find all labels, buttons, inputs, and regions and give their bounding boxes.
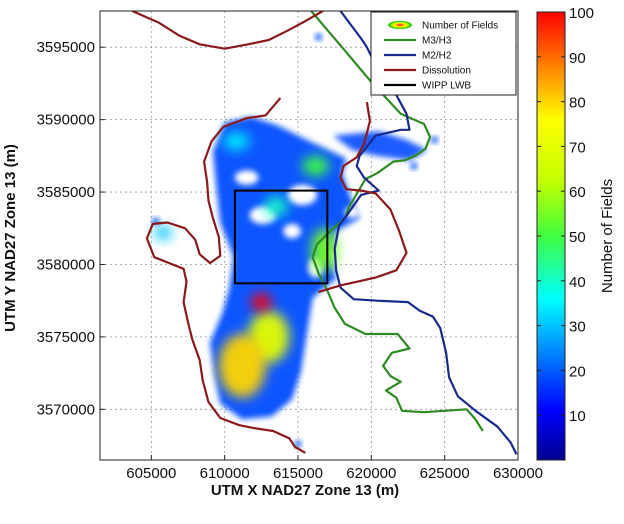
density-gap xyxy=(287,184,318,206)
colorbar-tick-label: 80 xyxy=(569,95,586,112)
line-m2-h2 xyxy=(333,11,518,455)
legend-swatch-number-of-fields xyxy=(388,21,412,29)
density-peak xyxy=(223,132,250,151)
density-peak xyxy=(218,333,266,398)
colorbar-tick-label: 30 xyxy=(569,319,586,336)
density-blob xyxy=(315,33,323,41)
colorbar-tick-label: 40 xyxy=(569,274,586,291)
density-blob xyxy=(430,136,438,144)
colorbar-tick-label: 20 xyxy=(569,363,586,380)
line-dissolution xyxy=(131,11,408,454)
wipp-lwb-box xyxy=(233,189,329,285)
legend-label: Dissolution xyxy=(422,66,471,77)
legend-label: WIPP LWB xyxy=(422,81,471,92)
density-peak xyxy=(154,225,172,240)
x-tick-label: 615000 xyxy=(273,465,323,482)
density-peak xyxy=(251,293,272,311)
plot-frame xyxy=(99,10,519,461)
y-tick-label: 3580000 xyxy=(37,256,95,273)
x-axis-ticks: 605000 610000 615000 620000 625000 630000 xyxy=(126,455,543,482)
density-eastern-lobe xyxy=(333,131,428,161)
x-tick-label: 605000 xyxy=(126,465,176,482)
density-peak xyxy=(311,228,338,272)
x-axis-label: UTM X NAD27 Zone 13 (m) xyxy=(211,482,399,499)
colorbar xyxy=(536,11,566,461)
y-tick-label: 3585000 xyxy=(37,184,95,201)
colorbar-tick-label: 70 xyxy=(569,139,586,156)
colorbar-tick-label: 100 xyxy=(569,5,594,22)
density-peak xyxy=(302,155,329,177)
x-tick-label: 625000 xyxy=(420,465,470,482)
legend-label: M2/H2 xyxy=(422,51,452,62)
colorbar-tick-label: 60 xyxy=(569,184,586,201)
colorbar-label: Number of Fields xyxy=(599,179,616,293)
colorbar-tick-label: 10 xyxy=(569,408,586,425)
colorbar-tick-label: 50 xyxy=(569,229,586,246)
y-axis-ticks: 3570000 3575000 3580000 3585000 3590000 35950… xyxy=(37,39,105,418)
colorbar-ticks: 10 20 30 40 50 60 70 80 90 100 xyxy=(537,5,594,425)
density-gap xyxy=(283,223,301,239)
density-field xyxy=(152,33,438,448)
y-tick-label: 3570000 xyxy=(37,401,95,418)
x-tick-label: 630000 xyxy=(493,465,543,482)
boundary-lines xyxy=(131,11,518,455)
legend: Number of Fields M3/H3 M2/H2 Dissolution WIP… xyxy=(370,11,517,96)
legend-label: M3/H3 xyxy=(422,36,452,47)
line-m3-h3 xyxy=(310,11,484,432)
x-tick-label: 610000 xyxy=(200,465,250,482)
density-blob xyxy=(294,440,302,448)
colorbar-tick-label: 90 xyxy=(569,50,586,67)
y-tick-label: 3595000 xyxy=(37,39,95,56)
y-axis-label: UTM Y NAD27 Zone 13 (m) xyxy=(2,144,19,332)
density-peak xyxy=(264,196,288,217)
y-tick-label: 3575000 xyxy=(37,329,95,346)
legend-label: Number of Fields xyxy=(422,21,498,32)
density-gap xyxy=(234,170,259,185)
y-tick-label: 3590000 xyxy=(37,112,95,129)
x-tick-label: 620000 xyxy=(346,465,396,482)
density-blob xyxy=(410,162,418,170)
